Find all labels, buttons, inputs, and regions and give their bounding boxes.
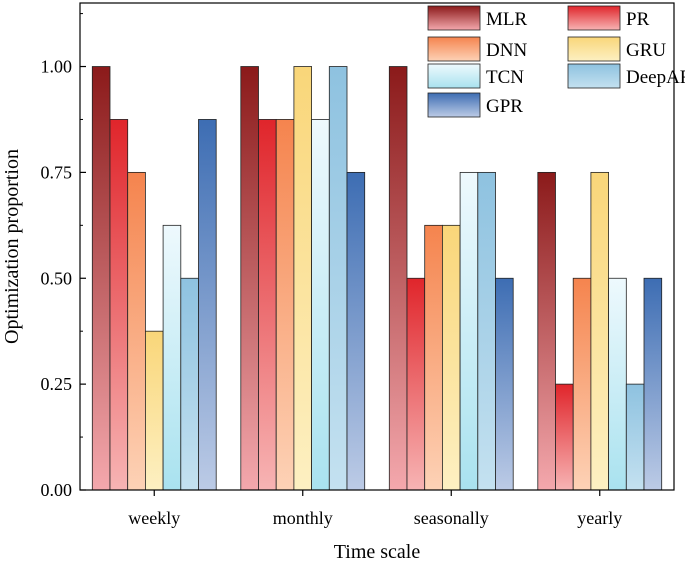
x-tick-label-monthly: monthly <box>273 508 333 528</box>
bar-mlr-yearly <box>537 171 556 491</box>
bar-gru-monthly <box>293 66 312 491</box>
y-tick-label: 0.50 <box>41 268 73 288</box>
bar-dnn-yearly <box>572 277 592 491</box>
y-axis-title: Optimization proportion <box>1 149 23 344</box>
bar-gpr-weekly <box>198 119 217 491</box>
y-axis: 0.00 0.25 0.50 0.75 1.00 <box>41 13 86 500</box>
legend-swatch-tcn <box>427 63 481 89</box>
legend-label-deepar: DeepAR <box>626 67 685 88</box>
bar-gru-weekly <box>144 330 164 491</box>
x-tick-label-seasonally: seasonally <box>414 508 489 528</box>
legend: MLR PR DNN GRU TCN DeepAR GPR <box>427 5 685 118</box>
bar-tcn-yearly <box>608 277 627 491</box>
legend-label-gru: GRU <box>626 40 666 61</box>
bar-mlr-seasonally <box>388 66 408 491</box>
bar-gru-seasonally <box>441 224 461 491</box>
bar-gpr-seasonally <box>495 277 514 491</box>
bar-gpr-yearly <box>643 277 663 491</box>
bar-deepar-weekly <box>180 277 199 491</box>
bar-gpr-monthly <box>346 171 366 491</box>
bar-pr-seasonally <box>406 277 426 491</box>
x-axis-title: Time scale <box>334 541 421 563</box>
bar-tcn-seasonally <box>459 171 479 491</box>
legend-label-pr: PR <box>626 9 650 30</box>
legend-label-mlr: MLR <box>486 9 528 30</box>
bar-gru-yearly <box>590 171 610 491</box>
x-axis: weekly monthly seasonally yearly <box>128 490 622 528</box>
bar-deepar-seasonally <box>477 171 496 491</box>
legend-swatch-pr <box>567 5 621 31</box>
bar-dnn-weekly <box>127 171 146 491</box>
legend-swatch-deepar <box>567 63 621 89</box>
bar-dnn-seasonally <box>424 224 443 491</box>
bar-tcn-monthly <box>311 119 330 491</box>
legend-swatch-gru <box>567 36 621 62</box>
y-tick-label: 0.00 <box>41 480 73 500</box>
bar-deepar-yearly <box>625 383 645 491</box>
bar-pr-yearly <box>555 383 574 491</box>
legend-swatch-mlr <box>427 5 481 31</box>
legend-swatch-dnn <box>427 36 481 62</box>
bar-pr-monthly <box>258 119 277 491</box>
y-tick-label: 0.75 <box>41 162 73 182</box>
y-tick-label: 1.00 <box>41 57 73 77</box>
bar-pr-weekly <box>109 119 129 491</box>
legend-label-dnn: DNN <box>486 40 527 61</box>
plot-frame <box>79 2 675 491</box>
x-tick-label-weekly: weekly <box>128 508 180 528</box>
legend-label-gpr: GPR <box>486 96 523 117</box>
bar-mlr-weekly <box>91 66 111 491</box>
bar-deepar-monthly <box>328 66 348 491</box>
x-tick-label-yearly: yearly <box>577 508 622 528</box>
bar-dnn-monthly <box>275 119 295 491</box>
bar-mlr-monthly <box>240 66 259 491</box>
bars-layer <box>91 66 663 491</box>
bar-tcn-weekly <box>162 224 182 491</box>
legend-swatch-gpr <box>427 92 481 118</box>
legend-label-tcn: TCN <box>486 67 524 88</box>
y-tick-label: 0.25 <box>41 374 73 394</box>
